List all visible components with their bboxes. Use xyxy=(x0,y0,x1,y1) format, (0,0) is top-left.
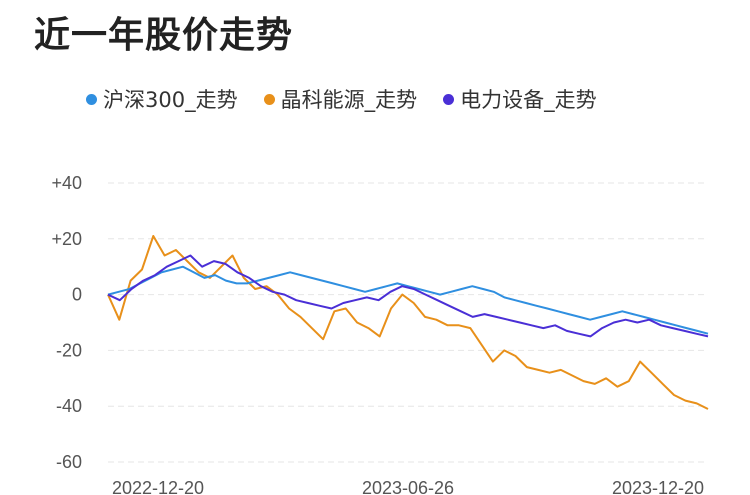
legend-item-hs300[interactable]: 沪深300_走势 xyxy=(86,84,238,114)
legend-label: 晶科能源_走势 xyxy=(280,88,418,112)
legend-label: 电力设备_走势 xyxy=(460,88,597,112)
series-line-0 xyxy=(107,265,709,335)
legend-dot-icon xyxy=(86,93,97,105)
series-lines xyxy=(107,235,709,410)
legend-dot-icon xyxy=(443,93,455,105)
y-tick-label: -20 xyxy=(56,340,82,360)
y-tick-label: -40 xyxy=(56,396,82,416)
legend-dot-icon xyxy=(263,93,275,105)
x-axis-ticks: 2022-12-20 2023-06-26 2023-12-20 xyxy=(112,478,704,495)
legend-item-power-equipment[interactable]: 电力设备_走势 xyxy=(443,84,597,114)
y-tick-label: 0 xyxy=(72,285,82,305)
y-tick-label: +20 xyxy=(51,229,82,249)
y-tick-label: +40 xyxy=(51,173,82,193)
legend-item-jinko[interactable]: 晶科能源_走势 xyxy=(263,84,418,114)
x-tick-label: 2023-06-26 xyxy=(362,478,454,495)
legend-label: 沪深300_走势 xyxy=(103,88,238,112)
series-line-2 xyxy=(107,254,709,338)
y-tick-label: -60 xyxy=(56,452,82,472)
legend: 沪深300_走势 晶科能源_走势 电力设备_走势 xyxy=(86,84,623,114)
y-axis-ticks: +40 +20 0 -20 -40 -60 xyxy=(51,173,82,472)
x-tick-label: 2023-12-20 xyxy=(612,478,704,495)
x-tick-label: 2022-12-20 xyxy=(112,478,204,495)
chart-title: 近一年股价走势 xyxy=(34,15,294,56)
grid xyxy=(108,182,708,463)
